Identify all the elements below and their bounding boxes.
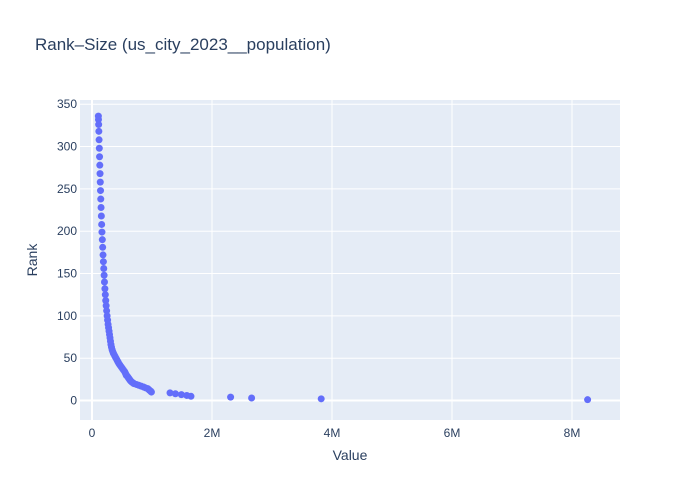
- data-point[interactable]: [94, 112, 102, 120]
- y-tick-label: 50: [64, 351, 78, 365]
- y-tick-label: 300: [57, 140, 77, 154]
- data-point[interactable]: [99, 251, 107, 259]
- chart-title: Rank–Size (us_city_2023__population): [35, 35, 331, 54]
- data-point[interactable]: [102, 302, 110, 310]
- y-tick-label: 250: [57, 182, 77, 196]
- grid-layer: [80, 100, 620, 420]
- data-point[interactable]: [97, 212, 105, 220]
- data-point[interactable]: [97, 187, 105, 195]
- data-point[interactable]: [248, 394, 256, 402]
- data-point[interactable]: [98, 228, 106, 236]
- data-point[interactable]: [98, 220, 106, 228]
- data-point[interactable]: [95, 136, 103, 144]
- point-layer: [94, 112, 592, 404]
- y-tick-label: 200: [57, 224, 77, 238]
- x-tick-label: 8M: [564, 426, 581, 440]
- data-point[interactable]: [103, 312, 111, 320]
- data-point[interactable]: [227, 393, 235, 401]
- data-point[interactable]: [101, 291, 109, 299]
- data-point[interactable]: [96, 153, 104, 161]
- data-point[interactable]: [100, 264, 108, 272]
- x-tick-label: 4M: [324, 426, 341, 440]
- data-point[interactable]: [96, 161, 104, 169]
- data-point[interactable]: [317, 395, 325, 403]
- y-tick-label: 350: [57, 97, 77, 111]
- data-point[interactable]: [102, 297, 110, 305]
- y-tick-label: 150: [57, 267, 77, 281]
- data-point[interactable]: [98, 236, 106, 244]
- data-point[interactable]: [96, 170, 104, 178]
- x-tick-label: 6M: [444, 426, 461, 440]
- data-point[interactable]: [95, 144, 103, 152]
- x-axis-label: Value: [333, 447, 368, 463]
- data-point[interactable]: [171, 390, 179, 398]
- x-tick-label: 2M: [204, 426, 221, 440]
- data-point[interactable]: [99, 258, 107, 266]
- data-point[interactable]: [96, 178, 104, 186]
- data-point[interactable]: [101, 285, 109, 293]
- data-point[interactable]: [100, 271, 108, 279]
- data-point[interactable]: [95, 121, 103, 129]
- data-point[interactable]: [97, 195, 105, 203]
- data-point[interactable]: [183, 391, 191, 399]
- y-axis-label: Rank: [24, 243, 40, 277]
- data-point[interactable]: [100, 278, 108, 286]
- data-point[interactable]: [584, 396, 592, 404]
- y-tick-label: 0: [70, 394, 77, 408]
- data-point[interactable]: [166, 389, 174, 397]
- data-point[interactable]: [103, 307, 111, 315]
- x-tick-label: 0: [89, 426, 96, 440]
- data-point[interactable]: [99, 243, 107, 251]
- plot-background: [80, 100, 620, 420]
- y-tick-label: 100: [57, 309, 77, 323]
- data-point[interactable]: [95, 127, 103, 135]
- data-point[interactable]: [97, 204, 105, 212]
- tick-layer: 0 2M 4M 6M 8M 0 50 100 150 200 250 300 350: [57, 97, 580, 440]
- data-point[interactable]: [177, 391, 185, 399]
